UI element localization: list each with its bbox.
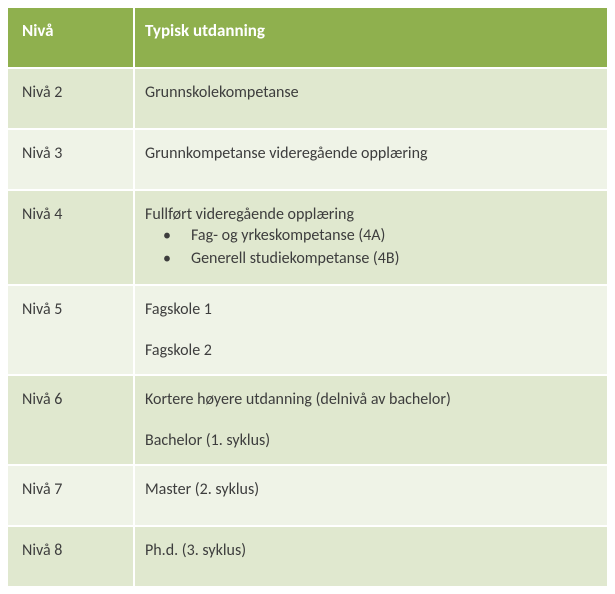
desc-line: Fullført videregående opplæring [145,205,593,224]
table-row: Nivå 2 Grunnskolekompetanse [8,67,607,128]
desc-bullet-line: •Fag- og yrkeskompetanse (4A) [145,224,593,247]
desc-line: Fagskole 2 [145,341,593,360]
level-cell: Nivå 8 [8,525,135,586]
desc-line: Ph.d. (3. syklus) [145,541,593,560]
level-cell: Nivå 4 [8,189,135,284]
desc-line: Grunnkompetanse videregående opplæring [145,144,593,163]
table-row: Nivå 8 Ph.d. (3. syklus) [8,525,607,586]
desc-bullet-text: Generell studiekompetanse (4B) [191,247,399,270]
desc-line: Bachelor (1. syklus) [145,431,593,450]
desc-line: Master (2. syklus) [145,480,593,499]
desc-line: Fagskole 1 [145,300,593,319]
header-level: Nivå [8,8,135,67]
desc-line: Grunnskolekompetanse [145,83,593,102]
desc-bullet-text: Fag- og yrkeskompetanse (4A) [191,224,385,247]
table-row: Nivå 6 Kortere høyere utdanning (delnivå … [8,374,607,464]
bullet-icon: • [163,247,191,270]
level-cell: Nivå 3 [8,128,135,189]
desc-gap [145,409,593,431]
desc-cell: Grunnkompetanse videregående opplæring [135,128,607,189]
level-cell: Nivå 6 [8,374,135,464]
table-row: Nivå 4Fullført videregående opplæring•Fa… [8,189,607,284]
desc-bullet-line: •Generell studiekompetanse (4B) [145,247,593,270]
bullet-icon: • [163,224,191,247]
table-row: Nivå 7 Master (2. syklus) [8,464,607,525]
level-cell: Nivå 2 [8,67,135,128]
level-cell: Nivå 7 [8,464,135,525]
table-body: Nivå 2 Grunnskolekompetanse Nivå 3 Grunnkom… [8,67,607,586]
table-header-row: Nivå Typisk utdanning [8,8,607,67]
table-row: Nivå 5 Fagskole 1 Fagskole 2 [8,284,607,374]
desc-cell: Fagskole 1 Fagskole 2 [135,284,607,374]
desc-cell: Master (2. syklus) [135,464,607,525]
desc-gap [145,319,593,341]
desc-line: Kortere høyere utdanning (delnivå av bac… [145,390,593,409]
desc-cell: Grunnskolekompetanse [135,67,607,128]
desc-cell: Fullført videregående opplæring•Fag- og … [135,189,607,284]
desc-cell: Ph.d. (3. syklus) [135,525,607,586]
education-levels-table: Nivå Typisk utdanning Nivå 2 Grunnskoleko… [8,8,607,586]
table-row: Nivå 3 Grunnkompetanse videregående opplæ… [8,128,607,189]
desc-cell: Kortere høyere utdanning (delnivå av bac… [135,374,607,464]
level-cell: Nivå 5 [8,284,135,374]
header-desc: Typisk utdanning [135,8,607,67]
